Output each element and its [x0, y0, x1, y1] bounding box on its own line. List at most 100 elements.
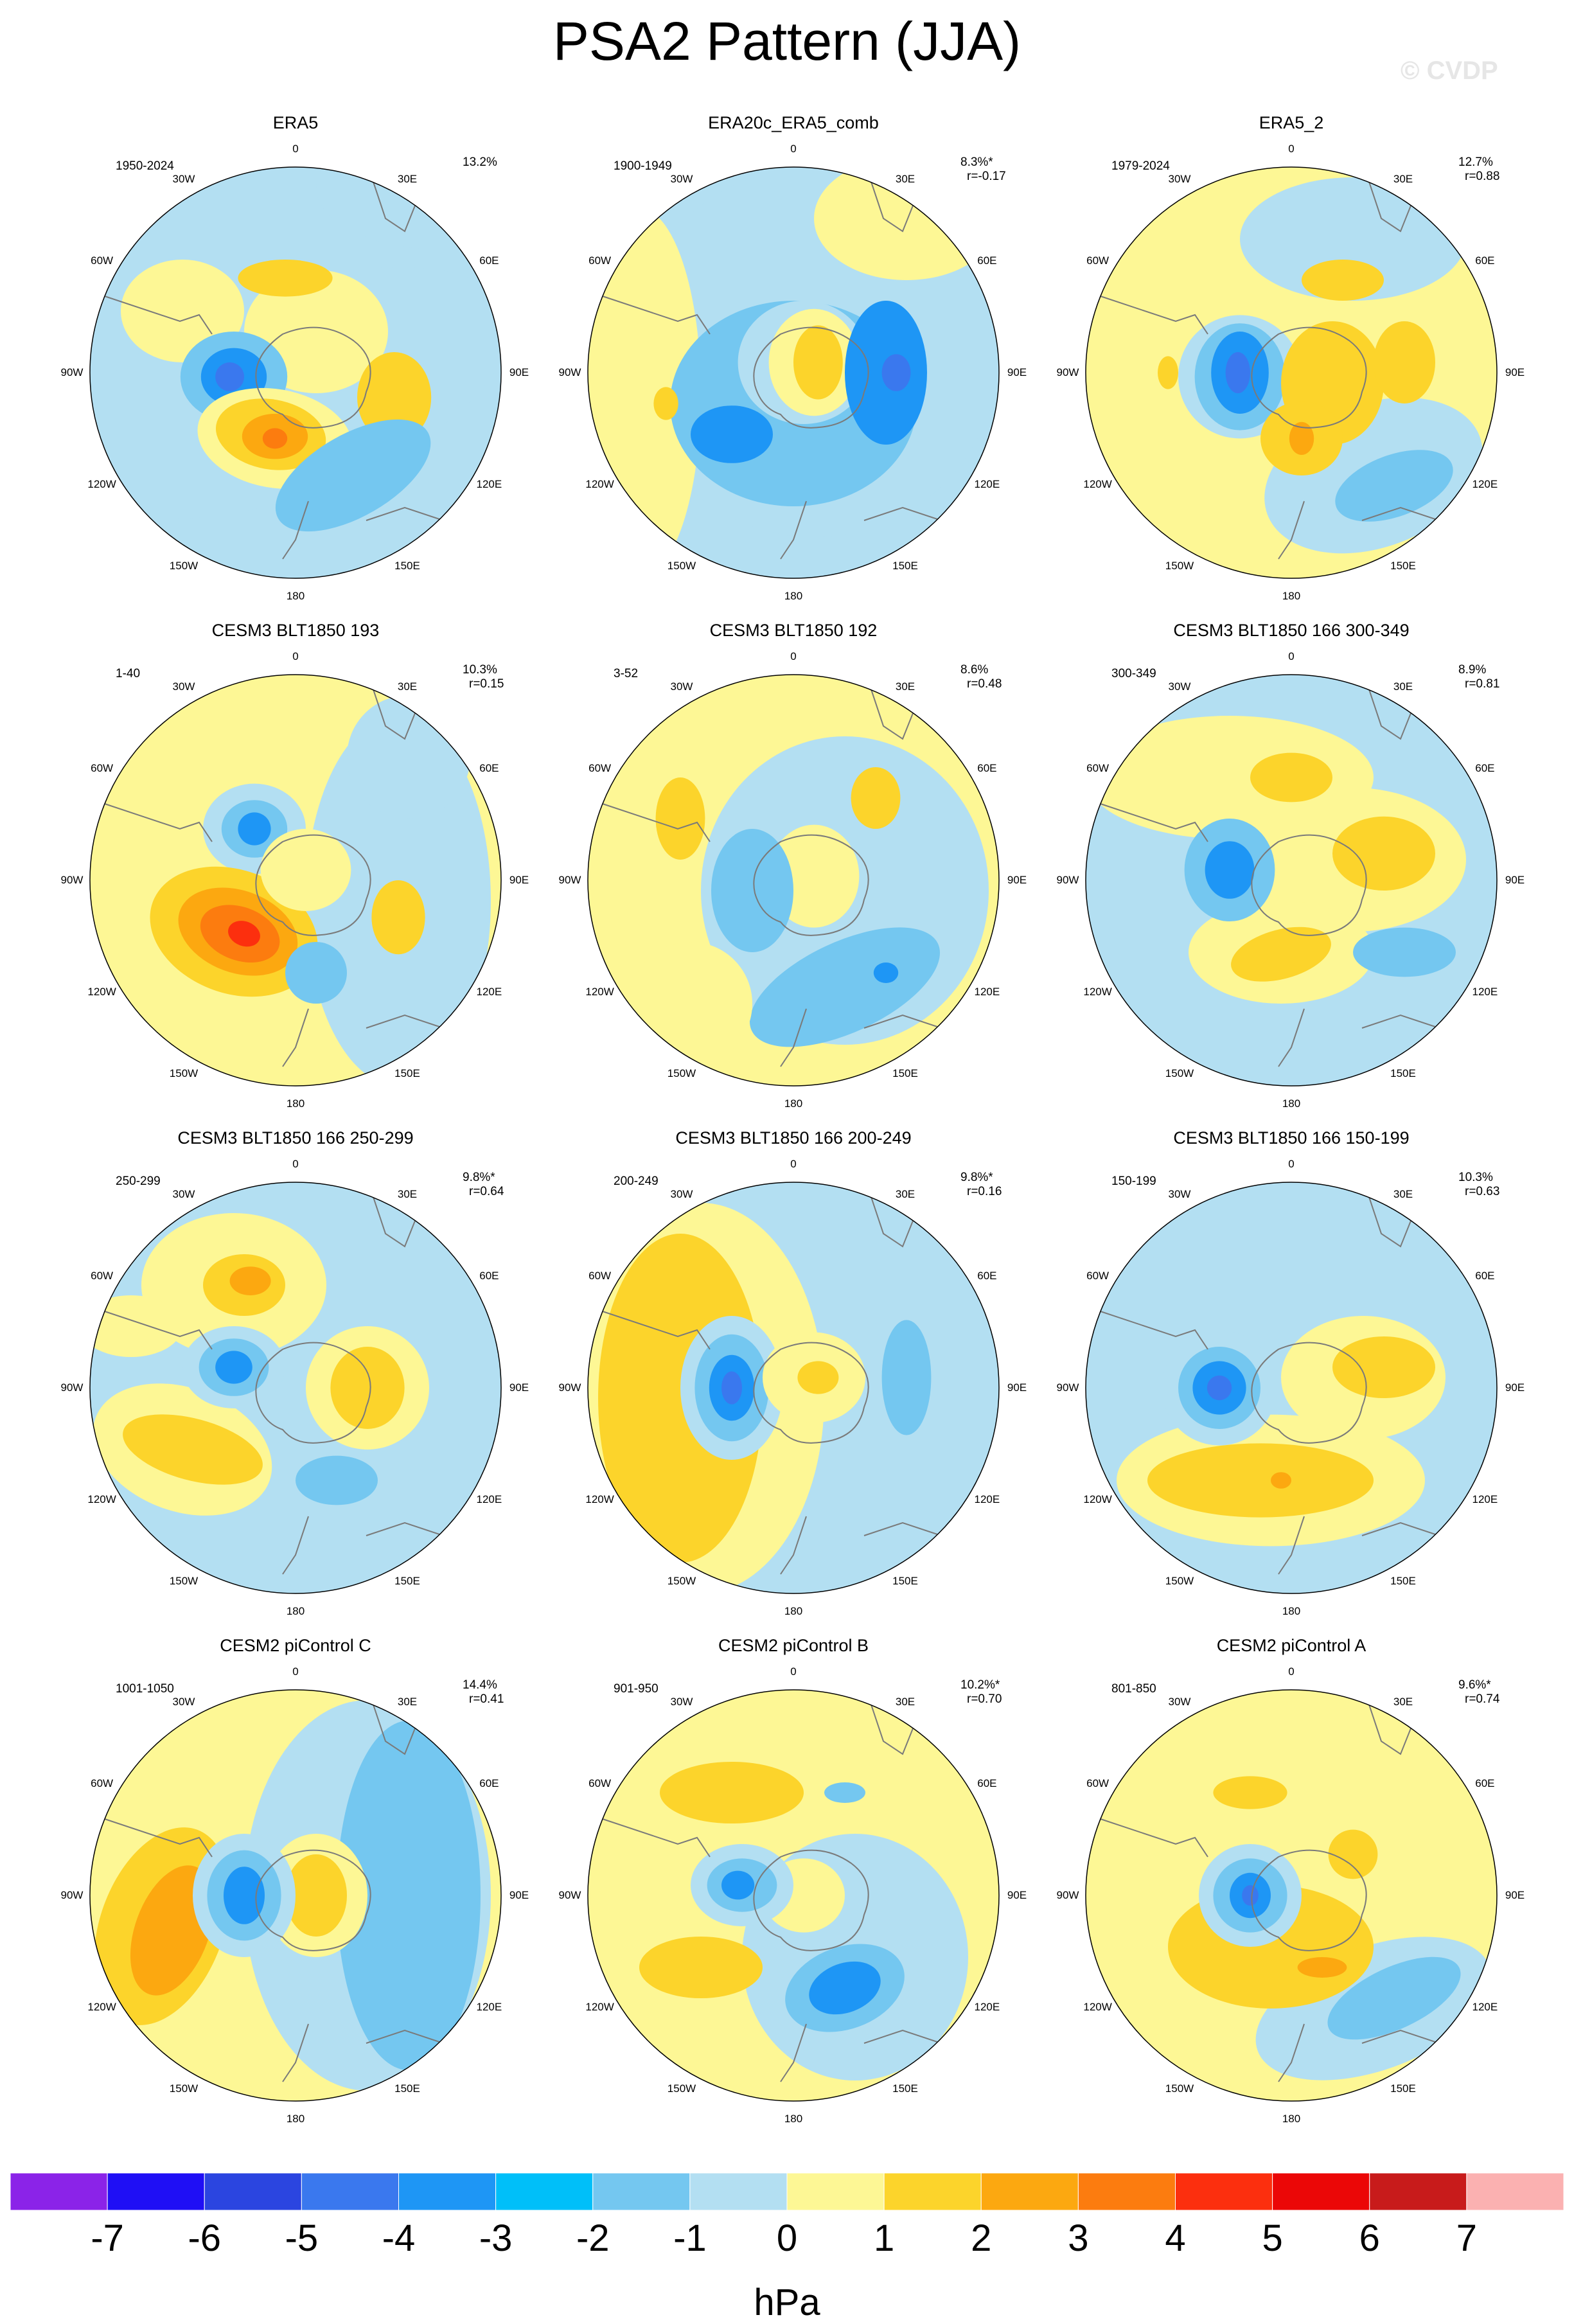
antarctica-coastline — [1251, 326, 1367, 429]
longitude-label: 120W — [87, 478, 116, 490]
panel-variance-explained: 9.8%* — [463, 1171, 495, 1184]
new-zealand-coastline — [282, 1008, 309, 1067]
longitude-label: 60W — [91, 254, 114, 267]
panel-variance-explained: 8.6% — [960, 663, 989, 677]
anomaly-contour — [1271, 1472, 1291, 1489]
map-boundary — [587, 1182, 1000, 1594]
longitude-label: 180 — [784, 590, 803, 602]
anomaly-contour — [721, 1870, 755, 1900]
longitude-label: 60E — [977, 1777, 997, 1789]
anomaly-contour — [1250, 752, 1332, 803]
longitude-label: 0 — [790, 143, 797, 155]
longitude-label: 90W — [558, 1889, 581, 1901]
anomaly-contour — [711, 829, 793, 952]
longitude-label: 150E — [1390, 1067, 1416, 1080]
longitude-label: 150E — [394, 2082, 420, 2095]
panel-period: 1950-2024 — [116, 159, 174, 173]
anomaly-contour — [598, 1234, 763, 1563]
africa-coastline — [1368, 1702, 1414, 1755]
longitude-label: 30W — [670, 172, 693, 185]
anomaly-contour — [1207, 1375, 1232, 1401]
longitude-label: 60W — [1086, 1270, 1110, 1282]
panel-title: CESM3 BLT1850 166 300-349 — [1173, 621, 1410, 640]
panel-correlation: r=0.74 — [1465, 1692, 1500, 1706]
longitude-label: 150W — [667, 1067, 696, 1080]
map-boundary — [1085, 1182, 1498, 1594]
longitude-label: 180 — [1282, 2113, 1301, 2125]
anomaly-contour — [330, 1347, 405, 1429]
colorbar-swatch — [786, 2173, 885, 2210]
panel-title: CESM3 BLT1850 166 250-299 — [177, 1128, 414, 1148]
anomaly-contour — [1332, 1336, 1435, 1398]
panel-period: 1900-1949 — [614, 159, 672, 173]
colorbar-swatch — [10, 2173, 108, 2210]
polar-map — [1085, 1182, 1498, 1594]
polar-map — [1085, 166, 1498, 579]
anomaly-contour — [224, 1867, 265, 1924]
longitude-label: 30W — [172, 1187, 195, 1200]
south-america-coastline — [102, 1818, 213, 1858]
anomaly-contour — [1289, 421, 1314, 455]
colorbar-tick-label: 2 — [971, 2217, 992, 2259]
longitude-label: 90W — [1056, 1381, 1079, 1394]
longitude-label: 30E — [397, 172, 418, 185]
polar-map — [587, 1182, 1000, 1594]
new-zealand-coastline — [282, 501, 309, 560]
colorbar-tick-label: -6 — [188, 2217, 222, 2259]
longitude-label: 120E — [974, 1493, 1000, 1505]
new-zealand-coastline — [1278, 2023, 1305, 2082]
longitude-label: 90W — [558, 366, 581, 378]
longitude-label: 0 — [1288, 1665, 1295, 1678]
longitude-label: 30W — [172, 1695, 195, 1708]
longitude-label: 120E — [1472, 986, 1498, 998]
colorbar-tick-label: 0 — [776, 2217, 798, 2259]
map-panel: ERA5_2 1979-2024 12.7% r=0.88 0 30E 60E 90E 120E… — [1047, 103, 1535, 604]
longitude-label: 60E — [1475, 254, 1495, 267]
longitude-label: 150E — [394, 1067, 420, 1080]
anomaly-contour — [1327, 1956, 1461, 2040]
africa-coastline — [870, 687, 916, 740]
longitude-label: 150W — [667, 2082, 696, 2095]
new-zealand-coastline — [1278, 1008, 1305, 1067]
africa-coastline — [870, 179, 916, 233]
longitude-label: 150E — [1390, 1575, 1416, 1588]
colorbar-swatch — [980, 2173, 1079, 2210]
panel-variance-explained: 9.6%* — [1458, 1678, 1491, 1692]
longitude-label: 60W — [588, 762, 612, 774]
panel-variance-explained: 8.3%* — [960, 155, 993, 169]
colorbar-swatch — [495, 2173, 594, 2210]
longitude-label: 120W — [87, 2001, 116, 2013]
south-america-coastline — [1098, 803, 1208, 842]
polar-map — [587, 674, 1000, 1087]
longitude-label: 60W — [1086, 1777, 1110, 1789]
africa-coastline — [372, 1194, 418, 1248]
longitude-label: 60E — [479, 254, 499, 267]
south-america-coastline — [600, 295, 711, 335]
anomaly-contour — [215, 362, 244, 391]
map-panel: CESM2 piControl A 801-850 9.6%* r=0.74 0 30E 6… — [1047, 1626, 1535, 2127]
longitude-label: 60W — [588, 1777, 612, 1789]
longitude-label: 180 — [286, 590, 305, 602]
africa-coastline — [870, 1702, 916, 1755]
polar-map — [587, 166, 1000, 579]
anomaly-contour — [653, 387, 678, 420]
longitude-label: 180 — [286, 1097, 305, 1110]
panel-correlation: r=0.15 — [469, 677, 504, 691]
antarctica-coastline — [1251, 1849, 1367, 1951]
longitude-label: 30E — [397, 1695, 418, 1708]
anomaly-contour — [873, 962, 899, 983]
new-zealand-coastline — [780, 1008, 807, 1067]
anomaly-contour — [797, 1361, 839, 1394]
colorbar-tick-label: -7 — [91, 2217, 124, 2259]
anomaly-contour — [639, 1937, 763, 1998]
anomaly-contour — [655, 777, 705, 860]
new-zealand-coastline — [780, 501, 807, 560]
africa-coastline — [372, 179, 418, 233]
south-america-coastline — [102, 803, 213, 842]
longitude-label: 90E — [1007, 366, 1027, 378]
longitude-label: 0 — [1288, 650, 1295, 662]
south-america-coastline — [600, 1310, 711, 1350]
longitude-label: 150E — [892, 2082, 918, 2095]
anomaly-contour — [357, 352, 432, 443]
anomaly-contour — [296, 1455, 378, 1505]
